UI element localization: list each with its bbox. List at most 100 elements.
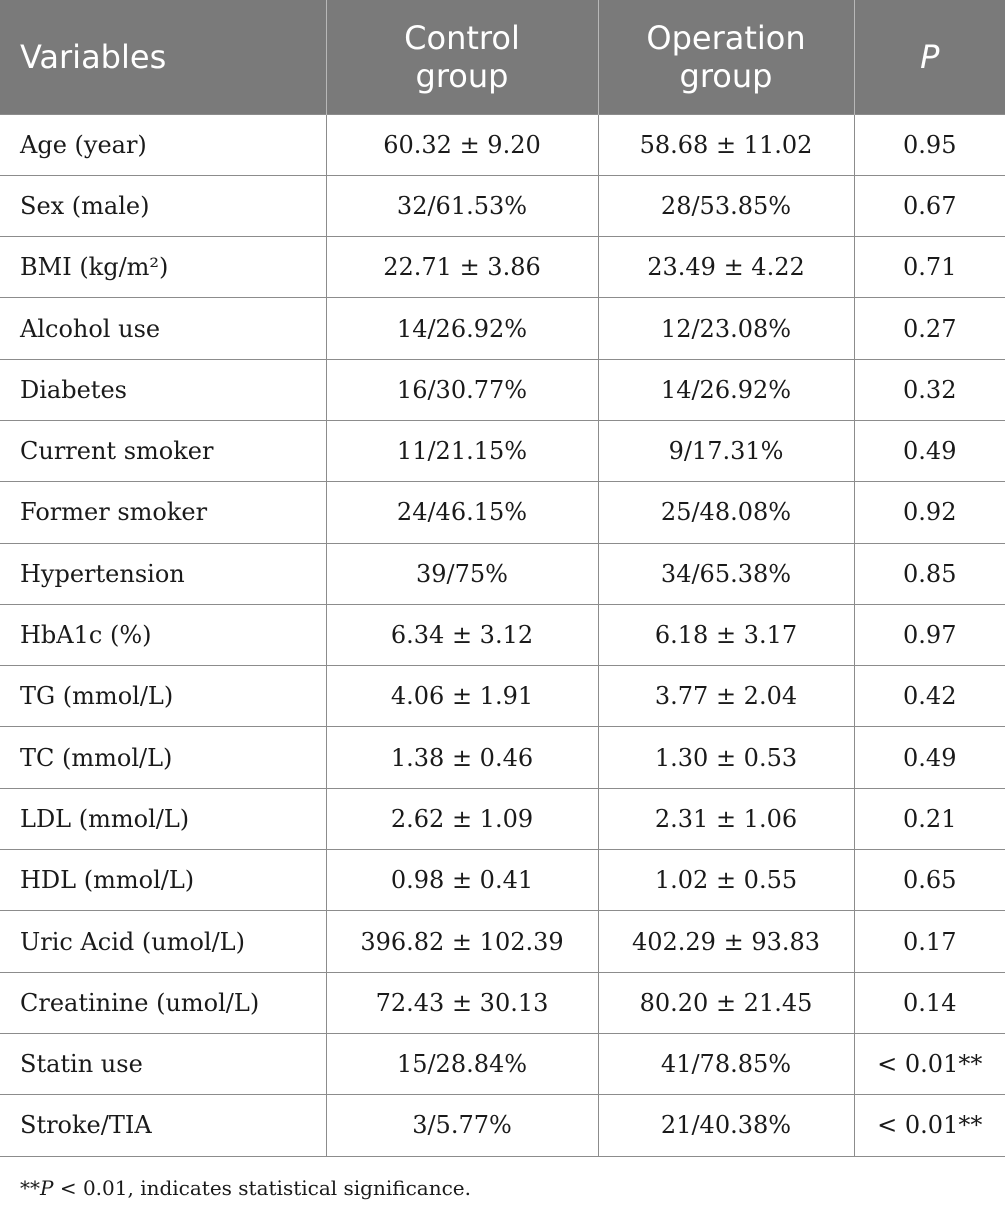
table-row: BMI (kg/m²) 22.71 ± 3.86 23.49 ± 4.22 0.71: [0, 236, 1005, 299]
p-value-cell: 0.42: [853, 665, 1005, 728]
operation-group-cell: 25/48.08%: [597, 481, 855, 544]
p-value-cell: 0.21: [853, 787, 1005, 851]
operation-group-cell: 80.20 ± 21.45: [597, 971, 855, 1034]
p-value-cell: 0.32: [853, 358, 1005, 421]
table-row: Statin use 15/28.84% 41/78.85% < 0.01**: [0, 1032, 1005, 1096]
table-row: Alcohol use 14/26.92% 12/23.08% 0.27: [0, 297, 1005, 360]
header-row: Variables Control group Operation group …: [0, 0, 1005, 114]
control-group-cell: 396.82 ± 102.39: [325, 910, 599, 973]
variable-cell: Hypertension: [0, 542, 327, 605]
operation-group-cell: 3.77 ± 2.04: [597, 665, 855, 728]
operation-group-cell: 1.02 ± 0.55: [597, 849, 855, 912]
variable-cell: Age (year): [0, 113, 327, 176]
table-row: Stroke/TIA 3/5.77% 21/40.38% < 0.01**: [0, 1094, 1005, 1157]
control-group-cell: 1.38 ± 0.46: [325, 726, 599, 789]
table-row: HbA1c (%) 6.34 ± 3.12 6.18 ± 3.17 0.97: [0, 603, 1005, 667]
variable-cell: Former smoker: [0, 481, 327, 544]
p-value-cell: 0.14: [853, 971, 1005, 1034]
footnote-text: < 0.01, indicates statistical significan…: [53, 1176, 471, 1200]
control-group-cell: 32/61.53%: [325, 174, 599, 238]
table-row: HDL (mmol/L) 0.98 ± 0.41 1.02 ± 0.55 0.65: [0, 849, 1005, 912]
table-row: Age (year) 60.32 ± 9.20 58.68 ± 11.02 0.95: [0, 113, 1005, 176]
footnote-prefix: **: [20, 1176, 40, 1200]
p-value-cell: 0.97: [853, 603, 1005, 667]
operation-group-cell: 28/53.85%: [597, 174, 855, 238]
p-value-cell: 0.71: [853, 236, 1005, 299]
table-row: Diabetes 16/30.77% 14/26.92% 0.32: [0, 358, 1005, 421]
table-row: Creatinine (umol/L) 72.43 ± 30.13 80.20 ± …: [0, 971, 1005, 1034]
control-group-cell: 39/75%: [325, 542, 599, 605]
p-value-cell: 0.49: [853, 419, 1005, 483]
control-group-cell: 6.34 ± 3.12: [325, 603, 599, 667]
variable-cell: TC (mmol/L): [0, 726, 327, 789]
variable-cell: Current smoker: [0, 419, 327, 483]
p-value-cell: 0.85: [853, 542, 1005, 605]
variable-cell: LDL (mmol/L): [0, 787, 327, 851]
variable-cell: HDL (mmol/L): [0, 849, 327, 912]
control-group-cell: 72.43 ± 30.13: [325, 971, 599, 1034]
operation-group-cell: 14/26.92%: [597, 358, 855, 421]
operation-group-cell: 1.30 ± 0.53: [597, 726, 855, 789]
table-body: Age (year) 60.32 ± 9.20 58.68 ± 11.02 0.95 S…: [0, 113, 1005, 1157]
header-control-line2: group: [415, 56, 509, 95]
p-value-cell: 0.67: [853, 174, 1005, 238]
header-operation-group: Operation group: [598, 0, 855, 114]
table-row: TG (mmol/L) 4.06 ± 1.91 3.77 ± 2.04 0.42: [0, 665, 1005, 728]
variable-cell: HbA1c (%): [0, 603, 327, 667]
p-value-cell: 0.17: [853, 910, 1005, 973]
variable-cell: Stroke/TIA: [0, 1094, 327, 1157]
operation-group-cell: 6.18 ± 3.17: [597, 603, 855, 667]
variable-cell: Creatinine (umol/L): [0, 971, 327, 1034]
table-row: TC (mmol/L) 1.38 ± 0.46 1.30 ± 0.53 0.49: [0, 726, 1005, 789]
control-group-cell: 4.06 ± 1.91: [325, 665, 599, 728]
variable-cell: BMI (kg/m²): [0, 236, 327, 299]
table-row: Former smoker 24/46.15% 25/48.08% 0.92: [0, 481, 1005, 544]
control-group-cell: 14/26.92%: [325, 297, 599, 360]
baseline-characteristics-table: Variables Control group Operation group …: [0, 0, 1005, 1157]
header-variables: Variables: [0, 0, 327, 114]
variable-cell: Sex (male): [0, 174, 327, 238]
table-header: Variables Control group Operation group …: [0, 0, 1005, 114]
operation-group-cell: 2.31 ± 1.06: [597, 787, 855, 851]
control-group-cell: 2.62 ± 1.09: [325, 787, 599, 851]
operation-group-cell: 34/65.38%: [597, 542, 855, 605]
control-group-cell: 22.71 ± 3.86: [325, 236, 599, 299]
operation-group-cell: 402.29 ± 93.83: [597, 910, 855, 973]
header-operation-line1: Operation: [646, 18, 806, 57]
control-group-cell: 0.98 ± 0.41: [325, 849, 599, 912]
table-row: LDL (mmol/L) 2.62 ± 1.09 2.31 ± 1.06 0.21: [0, 787, 1005, 851]
variable-cell: Alcohol use: [0, 297, 327, 360]
operation-group-cell: 41/78.85%: [597, 1032, 855, 1096]
footnote-p-symbol: P: [40, 1176, 54, 1200]
control-group-cell: 16/30.77%: [325, 358, 599, 421]
operation-group-cell: 12/23.08%: [597, 297, 855, 360]
footnote: **P < 0.01, indicates statistical signif…: [20, 1176, 471, 1200]
p-value-cell: 0.27: [853, 297, 1005, 360]
p-value-cell: 0.65: [853, 849, 1005, 912]
control-group-cell: 15/28.84%: [325, 1032, 599, 1096]
variable-cell: Statin use: [0, 1032, 327, 1096]
control-group-cell: 3/5.77%: [325, 1094, 599, 1157]
p-value-cell: 0.92: [853, 481, 1005, 544]
p-value-cell: 0.95: [853, 113, 1005, 176]
header-p-value: P: [854, 0, 1005, 114]
header-operation-line2: group: [679, 56, 773, 95]
variable-cell: TG (mmol/L): [0, 665, 327, 728]
control-group-cell: 11/21.15%: [325, 419, 599, 483]
header-control-line1: Control: [404, 18, 520, 57]
control-group-cell: 24/46.15%: [325, 481, 599, 544]
p-value-cell: < 0.01**: [853, 1094, 1005, 1157]
p-value-cell: 0.49: [853, 726, 1005, 789]
table-row: Sex (male) 32/61.53% 28/53.85% 0.67: [0, 174, 1005, 238]
variable-cell: Diabetes: [0, 358, 327, 421]
control-group-cell: 60.32 ± 9.20: [325, 113, 599, 176]
variable-cell: Uric Acid (umol/L): [0, 910, 327, 973]
operation-group-cell: 58.68 ± 11.02: [597, 113, 855, 176]
operation-group-cell: 9/17.31%: [597, 419, 855, 483]
operation-group-cell: 21/40.38%: [597, 1094, 855, 1157]
p-value-cell: < 0.01**: [853, 1032, 1005, 1096]
table-row: Current smoker 11/21.15% 9/17.31% 0.49: [0, 419, 1005, 483]
header-control-group: Control group: [326, 0, 599, 114]
table-row: Uric Acid (umol/L) 396.82 ± 102.39 402.29 …: [0, 910, 1005, 973]
table-row: Hypertension 39/75% 34/65.38% 0.85: [0, 542, 1005, 605]
